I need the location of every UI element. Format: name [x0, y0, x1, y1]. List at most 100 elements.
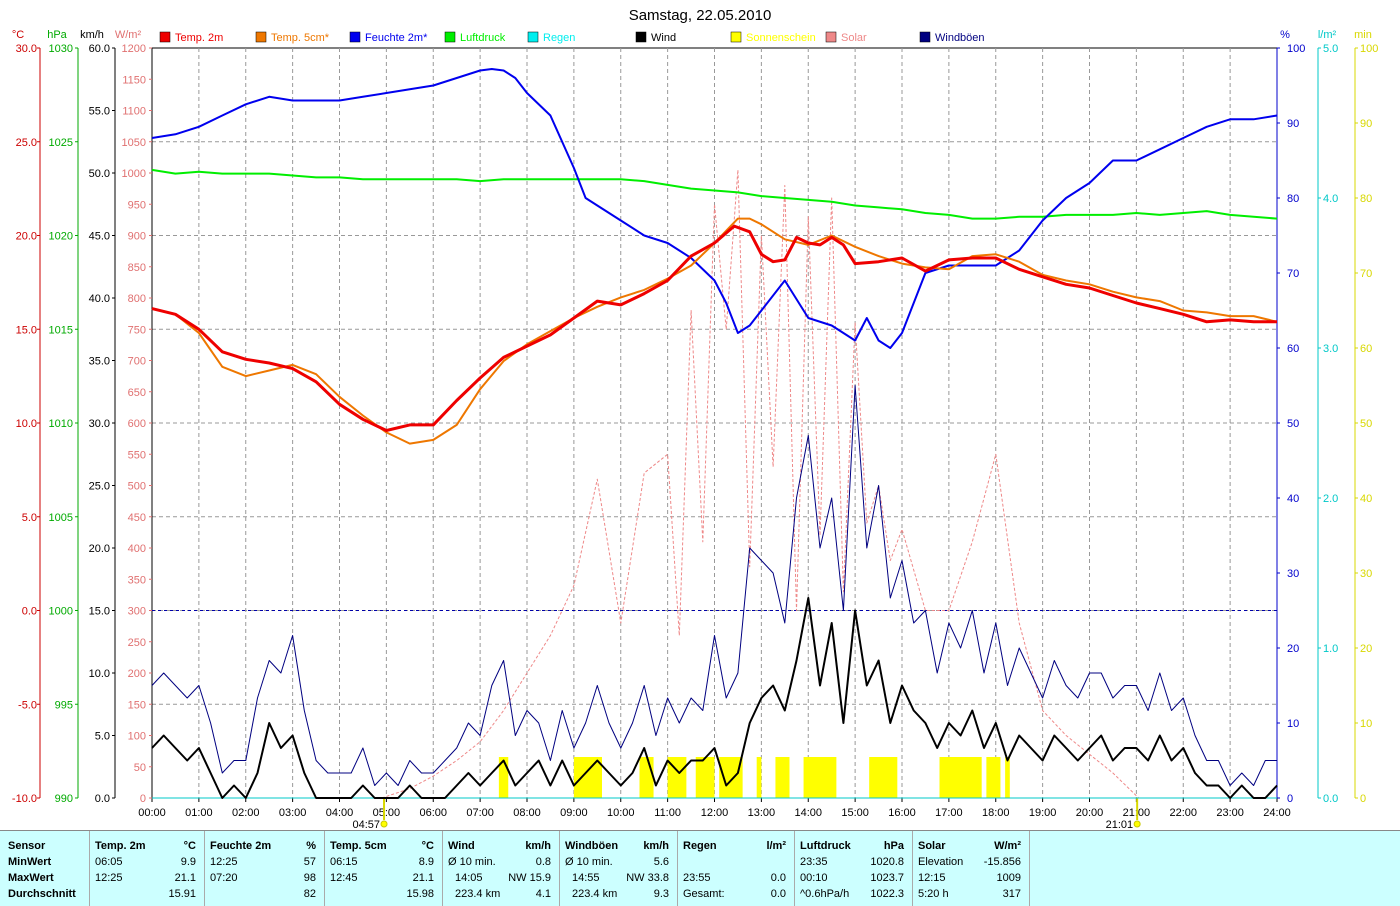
- chart-title: Samstag, 22.05.2010: [629, 7, 772, 24]
- rain-tick-label: 0.0: [1323, 793, 1338, 805]
- temp-tick-label: 10.0: [16, 418, 37, 430]
- sunshine-tick-label: 10: [1360, 718, 1372, 730]
- solar-tick-label: 1000: [122, 168, 146, 180]
- humidity-tick-label: 10: [1287, 718, 1299, 730]
- sunshine-tick-label: 30: [1360, 568, 1372, 580]
- sunshine-bar: [573, 757, 602, 798]
- temp-tick-label: -10.0: [12, 793, 37, 805]
- wind-tick-label: 55.0: [89, 106, 110, 118]
- humidity-tick-label: 0: [1287, 793, 1293, 805]
- sunshine-tick-label: 80: [1360, 193, 1372, 205]
- stats-max-time: 00:10: [800, 872, 828, 884]
- weather-chart: Samstag, 22.05.2010 00:00 01:00 02:00 03:00…: [11, 7, 1379, 830]
- rain-tick-label: 5.0: [1323, 43, 1338, 55]
- pressure-series-line: [151, 168, 1278, 220]
- x-tick-label: 17:00: [935, 807, 963, 819]
- stats-min-value: 9.9: [180, 856, 196, 868]
- stats-sensor-name: Regen: [683, 840, 717, 852]
- pressure-tick-label: 990: [55, 793, 73, 805]
- sunshine-tick-label: 100: [1360, 43, 1378, 55]
- solar-tick-label: 1200: [122, 43, 146, 55]
- x-tick-label: 08:00: [513, 807, 541, 819]
- stats-max-value: 98: [303, 872, 316, 884]
- x-tick-label: 19:00: [1029, 807, 1057, 819]
- temp-2m-series-line: [151, 224, 1277, 432]
- stats-max-value: 0.0: [770, 872, 786, 884]
- stats-sensor-unit: °C: [421, 840, 434, 852]
- stats-avg-label: 5:20 h: [918, 888, 949, 900]
- x-tick-label: 01:00: [185, 807, 213, 819]
- humidity-series-line: [151, 68, 1278, 349]
- stats-max-value: 1023.7: [870, 872, 904, 884]
- legend-swatch: [444, 31, 456, 43]
- x-tick-label: 00:00: [138, 807, 166, 819]
- wind-tick-label: 5.0: [95, 731, 110, 743]
- legend-swatch: [635, 31, 647, 43]
- stats-block: Feuchte 2m% 12:25 57 07:20 98 82: [205, 831, 325, 906]
- stats-sensor-name: Temp. 2m: [95, 840, 146, 852]
- humidity-tick-label: 90: [1287, 118, 1299, 130]
- legend-label: Wind: [651, 32, 676, 44]
- legend-label: Luftdruck: [460, 32, 506, 44]
- stats-avg-label: Gesamt:: [683, 888, 725, 900]
- humidity-tick-label: 70: [1287, 268, 1299, 280]
- stats-min-time: 06:05: [95, 856, 123, 868]
- x-tick-label: 06:00: [419, 807, 447, 819]
- stats-avg-value: 1022.3: [870, 888, 904, 900]
- stats-min-value: 5.6: [653, 856, 669, 868]
- row-label-min: MinWert: [8, 856, 52, 868]
- stats-max-time: 12:25: [95, 872, 123, 884]
- wind-tick-label: 40.0: [89, 293, 110, 305]
- stats-min-time: Elevation: [918, 856, 964, 868]
- pressure-tick-label: 1025: [49, 137, 73, 149]
- legend-swatch: [349, 31, 361, 43]
- sunshine-bar: [775, 757, 790, 798]
- wind-tick-label: 25.0: [89, 481, 110, 493]
- humidity-tick-label: 30: [1287, 568, 1299, 580]
- legend-label: Sonnenschein: [746, 32, 816, 44]
- temp-tick-label: 5.0: [22, 512, 37, 524]
- x-tick-label: 03:00: [279, 807, 307, 819]
- solar-tick-label: 850: [128, 262, 146, 274]
- temp-5cm-series-line: [151, 217, 1278, 445]
- x-tick-label: 23:00: [1216, 807, 1244, 819]
- x-tick-label: 10:00: [607, 807, 635, 819]
- sunshine-bar: [869, 757, 898, 798]
- chart-legend: Temp. 2m Temp. 5cm* Feuchte 2m* Luftdruck Re…: [159, 31, 985, 44]
- solar-series-line: [381, 169, 1140, 799]
- stats-sensor-unit: km/h: [643, 840, 669, 852]
- humidity-tick-label: 40: [1287, 493, 1299, 505]
- sunshine-bar: [803, 757, 837, 798]
- x-tick-label: 14:00: [794, 807, 822, 819]
- temp-tick-label: 15.0: [16, 324, 37, 336]
- stats-max-value: 1009: [996, 872, 1021, 884]
- solar-tick-label: 400: [128, 543, 146, 555]
- x-tick-label: 16:00: [888, 807, 916, 819]
- x-tick-label: 07:00: [466, 807, 494, 819]
- stats-min-value: -15.856: [983, 856, 1021, 868]
- wind-series-line: [151, 597, 1278, 799]
- x-tick-label: 13:00: [748, 807, 776, 819]
- sunrise-marker-label: 04:57: [353, 819, 381, 830]
- humidity-tick-label: 20: [1287, 643, 1299, 655]
- chart-plot-area: [151, 68, 1278, 799]
- stats-sensor-unit: hPa: [883, 840, 904, 852]
- solar-tick-label: 1050: [122, 137, 146, 149]
- stats-min-time: 12:25: [210, 856, 238, 868]
- row-label-sensor: Sensor: [8, 840, 46, 852]
- sunshine-bar: [498, 757, 509, 798]
- solar-tick-label: 0: [140, 793, 146, 805]
- sunset-marker-label: 21:01: [1106, 819, 1134, 830]
- x-tick-label: 11:00: [654, 807, 681, 819]
- x-tick-label: 12:00: [701, 807, 729, 819]
- legend-swatch: [159, 31, 171, 43]
- stats-max-value: 21.1: [412, 872, 434, 884]
- stats-sensor-name: Wind: [448, 840, 475, 852]
- legend-swatch: [527, 31, 539, 43]
- stats-min-time: Ø 10 min.: [565, 856, 613, 868]
- stats-block: Windböen km/h Ø 10 min. 5.6 14:55 NW 33.8 223.…: [560, 831, 678, 906]
- x-tick-label: 15:00: [841, 807, 869, 819]
- stats-avg-value: 4.1: [535, 888, 551, 900]
- stats-min-time: Ø 10 min.: [448, 856, 496, 868]
- x-tick-label: 18:00: [982, 807, 1010, 819]
